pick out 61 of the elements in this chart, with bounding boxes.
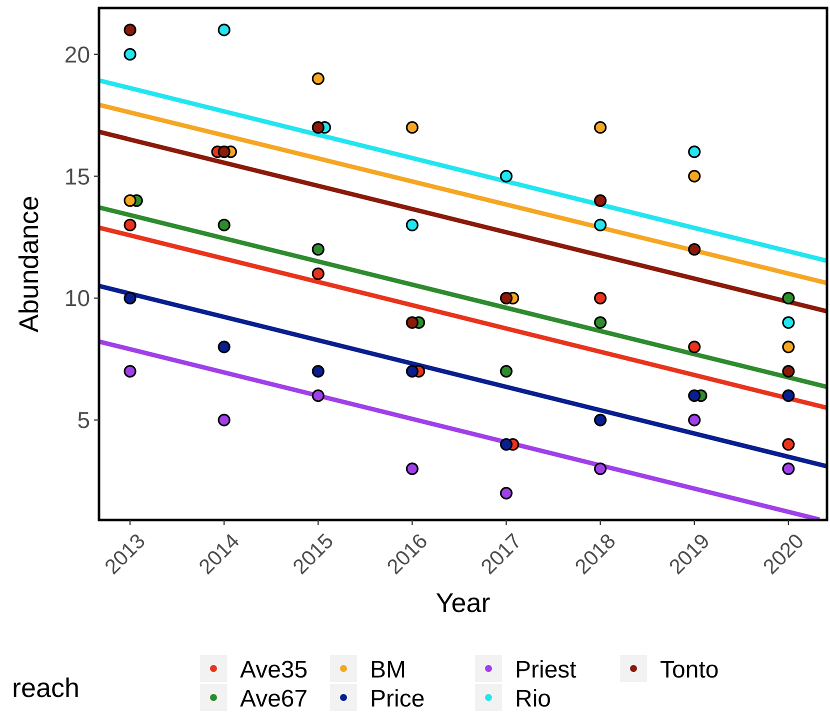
point — [218, 414, 230, 426]
point — [782, 340, 795, 354]
point — [688, 146, 701, 158]
point — [688, 170, 701, 183]
point — [406, 364, 419, 378]
point — [124, 48, 136, 61]
point — [218, 24, 230, 36]
point — [406, 218, 419, 232]
point — [594, 414, 607, 426]
point — [782, 462, 795, 476]
point — [218, 146, 230, 158]
point — [782, 316, 795, 329]
point — [782, 364, 795, 378]
point — [312, 267, 324, 280]
point — [312, 364, 324, 378]
y-tick-label: 5 — [77, 407, 90, 434]
point — [312, 121, 324, 134]
point — [688, 389, 701, 402]
legend-label: BM — [370, 656, 406, 684]
legend-label: Tonto — [660, 656, 719, 684]
point — [500, 292, 513, 304]
point — [406, 316, 419, 329]
point — [594, 121, 607, 134]
point — [594, 462, 607, 476]
y-tick-label: 10 — [64, 285, 90, 312]
y-tick-label: 15 — [64, 163, 90, 190]
point — [782, 438, 795, 451]
point — [688, 243, 701, 256]
legend-label: Rio — [515, 685, 552, 712]
legend-label: Priest — [515, 656, 577, 684]
point — [124, 364, 136, 378]
point — [406, 121, 419, 134]
point — [124, 194, 136, 207]
point — [500, 364, 513, 378]
point — [218, 218, 230, 232]
point — [782, 389, 795, 402]
legend-label: Ave35 — [240, 656, 308, 684]
point — [312, 389, 324, 402]
point — [500, 170, 513, 183]
legend-label: Price — [370, 685, 425, 712]
point — [500, 438, 513, 451]
point — [594, 218, 607, 232]
point — [218, 340, 230, 354]
point — [124, 24, 136, 36]
x-axis-title: Year — [436, 588, 490, 618]
y-tick-label: 20 — [64, 41, 90, 68]
y-axis-title: Abundance — [14, 196, 44, 332]
point — [124, 218, 136, 232]
point — [594, 194, 607, 207]
point — [312, 72, 324, 86]
point — [500, 486, 513, 500]
point — [406, 462, 419, 476]
point — [594, 316, 607, 329]
point — [782, 292, 795, 304]
point — [312, 243, 324, 256]
legend-label: Ave67 — [240, 685, 308, 712]
legend-title: reach — [12, 673, 80, 703]
point — [594, 292, 607, 304]
point — [124, 292, 136, 304]
point — [688, 340, 701, 354]
point — [688, 414, 701, 426]
